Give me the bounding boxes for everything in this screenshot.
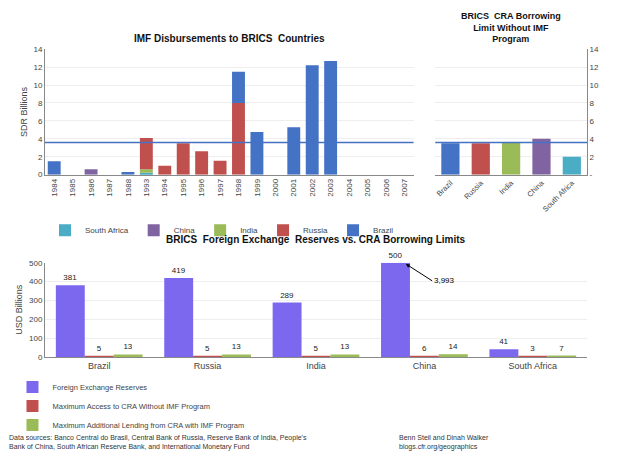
svg-text:1988: 1988 (124, 178, 133, 196)
svg-text:4: 4 (38, 135, 43, 144)
svg-text:Russia: Russia (194, 361, 222, 371)
svg-text:1994: 1994 (160, 178, 169, 196)
svg-text:12: 12 (33, 63, 42, 72)
svg-text:10: 10 (33, 81, 42, 90)
svg-text:300: 300 (29, 296, 43, 305)
svg-text:500: 500 (29, 259, 43, 268)
svg-text:10: 10 (590, 81, 599, 90)
svg-text:Foreign Exchange Reserves: Foreign Exchange Reserves (52, 383, 147, 392)
svg-text:SDR Billions: SDR Billions (19, 86, 29, 137)
svg-text:India: India (240, 226, 258, 235)
svg-text:1987: 1987 (105, 178, 114, 196)
svg-text:Brazil: Brazil (435, 178, 455, 198)
svg-text:200: 200 (29, 315, 43, 324)
svg-text:Russia: Russia (303, 226, 328, 235)
svg-text:Russia: Russia (462, 178, 485, 201)
svg-text:400: 400 (29, 277, 43, 286)
svg-text:South Africa: South Africa (85, 226, 129, 235)
svg-text:2005: 2005 (363, 178, 372, 196)
svg-text:14: 14 (33, 45, 42, 54)
svg-text:13: 13 (123, 342, 132, 351)
svg-text:India: India (497, 178, 515, 196)
svg-text:South Africa: South Africa (541, 178, 577, 214)
svg-text:5: 5 (205, 344, 210, 353)
svg-text:5: 5 (97, 344, 102, 353)
svg-text:1985: 1985 (68, 178, 77, 196)
svg-text:1998: 1998 (234, 178, 243, 196)
svg-text:100: 100 (29, 334, 43, 343)
svg-text:2007: 2007 (400, 178, 409, 196)
svg-text:China: China (413, 361, 437, 371)
svg-text:South Africa: South Africa (509, 361, 558, 371)
svg-text:8: 8 (590, 99, 595, 108)
svg-text:2: 2 (38, 153, 43, 162)
svg-text:2003: 2003 (326, 178, 335, 196)
svg-text:1993: 1993 (142, 178, 151, 196)
svg-text:6: 6 (422, 344, 427, 353)
svg-text:USD Billions: USD Billions (14, 284, 24, 335)
svg-text:Brazil: Brazil (88, 361, 111, 371)
svg-text:14: 14 (449, 342, 458, 351)
svg-text:1986: 1986 (87, 178, 96, 196)
svg-text:2002: 2002 (308, 178, 317, 196)
svg-text:Benn Steil and Dinah Walkerblo: Benn Steil and Dinah Walkerblogs.cfr.org… (399, 434, 489, 451)
svg-text:381: 381 (63, 273, 77, 282)
svg-text:4: 4 (590, 135, 595, 144)
svg-text:13: 13 (340, 342, 349, 351)
svg-text:419: 419 (172, 266, 186, 275)
svg-text:3: 3 (530, 344, 535, 353)
svg-text:Data sources: Banco Central do: Data sources: Banco Central do Brasil, C… (9, 434, 307, 451)
svg-text:289: 289 (280, 291, 294, 300)
svg-text:2: 2 (590, 153, 595, 162)
svg-text:41: 41 (499, 337, 508, 346)
svg-text:2001: 2001 (289, 178, 298, 196)
svg-text:13: 13 (232, 342, 241, 351)
svg-text:1997: 1997 (216, 178, 225, 196)
svg-text:6: 6 (38, 117, 43, 126)
svg-text:8: 8 (38, 99, 43, 108)
svg-text:1984: 1984 (50, 178, 59, 196)
svg-text:7: 7 (559, 344, 564, 353)
svg-text:5: 5 (314, 344, 319, 353)
svg-text:1995: 1995 (179, 178, 188, 196)
svg-text:Maximum Access to CRA Without: Maximum Access to CRA Without IMF Progra… (52, 402, 210, 411)
svg-text:-: - (590, 170, 593, 179)
svg-text:0: 0 (38, 353, 43, 362)
svg-text:0: 0 (38, 170, 43, 179)
svg-text:India: India (306, 361, 326, 371)
svg-text:BRICS CRA BorrowingLimit With: BRICS CRA BorrowingLimit Without IMFProg… (461, 11, 561, 44)
svg-text:2006: 2006 (382, 178, 391, 196)
svg-text:12: 12 (590, 63, 599, 72)
svg-text:14: 14 (590, 45, 599, 54)
svg-text:Brazil: Brazil (373, 226, 393, 235)
svg-text:2004: 2004 (345, 178, 354, 196)
svg-text:Maximum Additional Lending fro: Maximum Additional Lending from CRA with… (52, 421, 244, 430)
svg-text:China: China (174, 226, 195, 235)
svg-text:500: 500 (389, 251, 403, 260)
svg-text:1999: 1999 (253, 178, 262, 196)
svg-text:1996: 1996 (197, 178, 206, 196)
svg-text:IMF Disbursements to BRICS Co: IMF Disbursements to BRICS Countries (134, 33, 325, 44)
svg-text:China: China (525, 178, 546, 199)
svg-text:BRICS Foreign Exchange Reser: BRICS Foreign Exchange Reserves vs. CRA … (166, 234, 466, 245)
svg-text:2000: 2000 (271, 178, 280, 196)
svg-text:6: 6 (590, 117, 595, 126)
svg-text:3,993: 3,993 (434, 276, 455, 285)
